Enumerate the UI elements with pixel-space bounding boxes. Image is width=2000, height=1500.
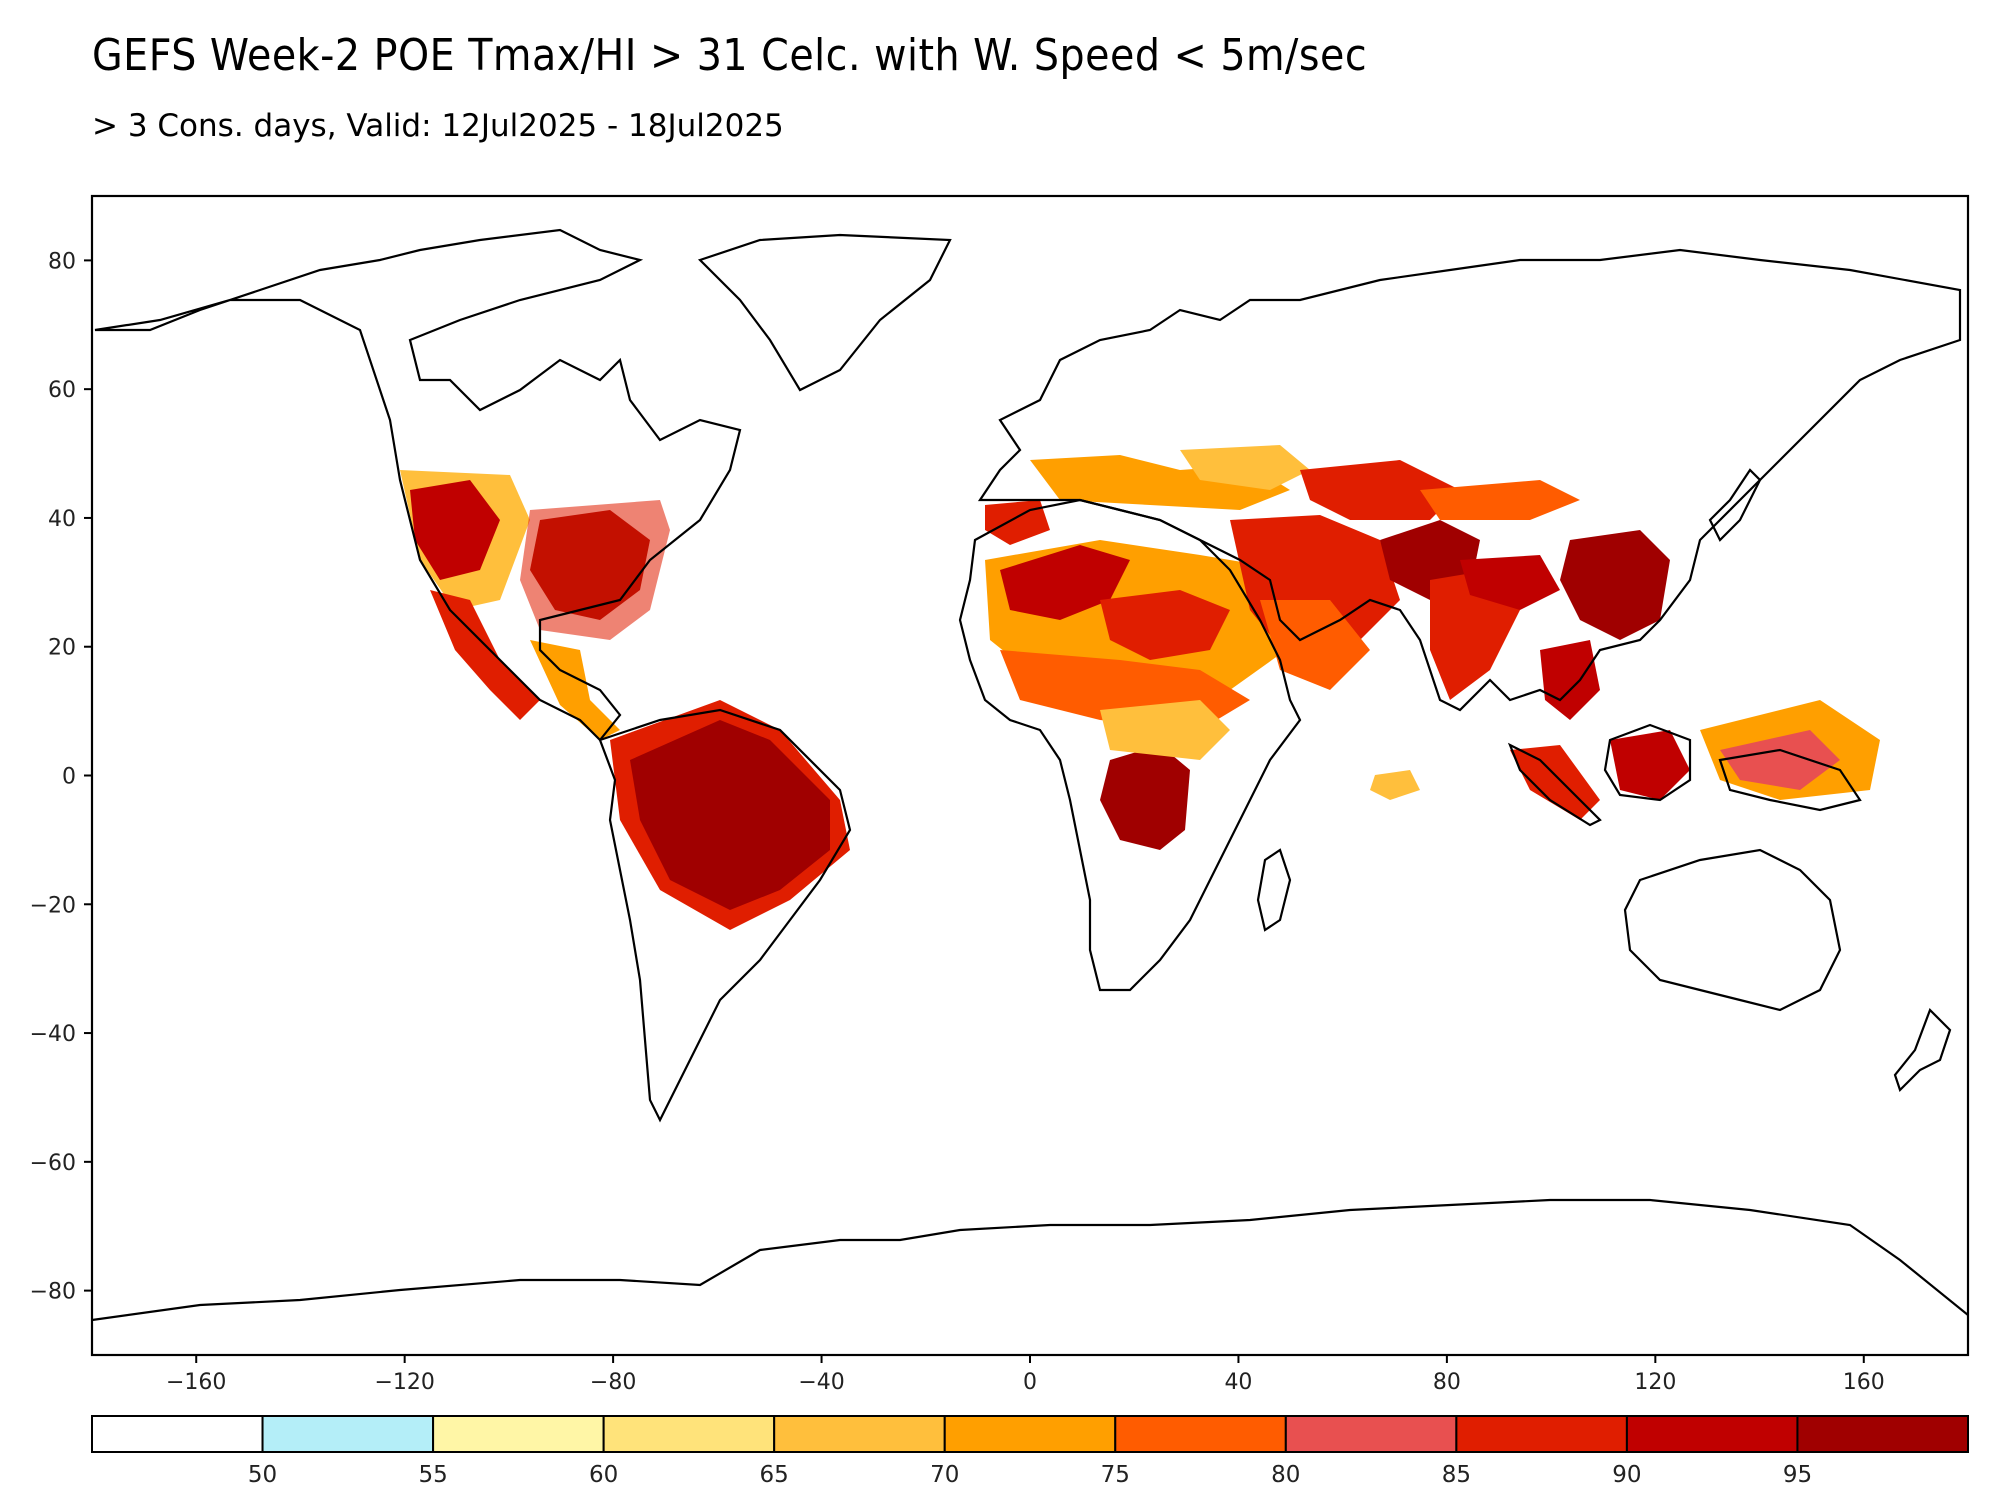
colorbar-swatch (773, 1415, 946, 1453)
heat-region-borneo (1610, 730, 1690, 800)
map-subtitle: > 3 Cons. days, Valid: 12Jul2025 - 18Jul… (92, 108, 784, 144)
coast-new-guinea (1718, 748, 1862, 812)
heat-region-us-southwest-core (410, 480, 500, 580)
heat-region-indochina (1540, 640, 1600, 720)
lon-tick-label: 120 (1634, 1370, 1676, 1395)
colorbar: 50 55 60 65 70 75 80 85 90 95 (91, 1415, 1970, 1488)
heat-region-tibet-north (1420, 480, 1580, 520)
colorbar-label: 50 (248, 1462, 277, 1488)
heat-region-new-guinea-core (1720, 730, 1840, 790)
colorbar-swatch (1796, 1415, 1970, 1453)
heat-region-mexico (430, 590, 540, 720)
colorbar-swatch (602, 1415, 776, 1453)
colorbar-label: 95 (1783, 1462, 1812, 1488)
coast-japan (1708, 468, 1762, 542)
coast-madagascar (1256, 848, 1292, 932)
heat-region-central-africa (1100, 700, 1230, 760)
heat-region-china (1560, 530, 1670, 640)
colorbar-label: 65 (760, 1462, 789, 1488)
colorbar-swatch (1284, 1415, 1458, 1453)
heat-region-iberia (985, 500, 1050, 545)
colorbar-label: 75 (1101, 1462, 1130, 1488)
heat-region-us-southeast-edge (520, 500, 670, 640)
colorbar-label: 60 (589, 1462, 618, 1488)
lat-tick-label: 80 (48, 249, 76, 274)
colorbar-label: 85 (1442, 1462, 1471, 1488)
lon-tick-label: 40 (1224, 1370, 1252, 1395)
colorbar-swatch (1625, 1415, 1799, 1453)
colorbar-label: 80 (1271, 1462, 1300, 1488)
heat-region-ganges (1460, 555, 1560, 610)
heat-region-amazon-core (630, 720, 830, 910)
coast-north-america (94, 228, 742, 742)
colorbar-swatch (943, 1415, 1117, 1453)
latitude-axis: 80 60 40 20 0 −20 −40 −60 −80 (30, 249, 92, 1305)
colorbar-swatch (261, 1415, 435, 1453)
colorbar-label: 55 (418, 1462, 447, 1488)
coast-borneo (1603, 723, 1692, 802)
heat-region-arabia (1260, 600, 1370, 690)
colorbar-label: 90 (1612, 1462, 1641, 1488)
lat-tick-label: −60 (30, 1151, 76, 1176)
lat-tick-label: 0 (62, 765, 76, 790)
heat-region-black-sea (1180, 445, 1310, 490)
heat-region-central-america (530, 640, 620, 740)
lon-tick-label: −80 (590, 1370, 636, 1395)
colorbar-label: 70 (930, 1462, 959, 1488)
heat-region-sahel-east (1100, 590, 1230, 660)
lat-tick-label: −40 (30, 1022, 76, 1047)
heat-shading (400, 445, 1880, 930)
colorbar-swatch (1114, 1415, 1287, 1453)
colorbar-swatch (91, 1415, 264, 1453)
coast-south-america (598, 708, 852, 1123)
heat-region-central-asia (1300, 460, 1460, 520)
lon-tick-label: −160 (166, 1370, 226, 1395)
coast-antarctica (92, 1198, 1968, 1322)
colorbar-swatch (432, 1415, 605, 1453)
heat-region-indian-ocean (1370, 770, 1420, 800)
coast-greenland (697, 233, 952, 392)
lon-tick-label: −40 (798, 1370, 844, 1395)
map-title: GEFS Week-2 POE Tmax/HI > 31 Celc. with … (92, 30, 1368, 81)
lon-tick-label: 0 (1023, 1370, 1037, 1395)
coast-eurasia (977, 248, 1962, 712)
heat-region-sahara-core (1000, 545, 1130, 620)
lat-tick-label: −80 (30, 1280, 76, 1305)
heat-region-sumatra (1510, 745, 1600, 820)
lon-tick-label: 160 (1843, 1370, 1885, 1395)
coastlines (92, 228, 1968, 1322)
lat-tick-label: 20 (48, 636, 76, 661)
lat-tick-label: 40 (48, 507, 76, 532)
lat-tick-label: −20 (30, 893, 76, 918)
lat-tick-label: 60 (48, 378, 76, 403)
lon-tick-label: 80 (1433, 1370, 1461, 1395)
longitude-axis: −160 −120 −80 −40 0 40 80 120 160 (166, 1355, 1885, 1395)
coast-australia (1623, 848, 1842, 1012)
heat-region-congo (1100, 745, 1190, 850)
coast-new-zealand (1893, 1008, 1952, 1093)
coast-sumatra (1507, 742, 1602, 827)
lon-tick-label: −120 (374, 1370, 434, 1395)
colorbar-swatch (1455, 1415, 1628, 1453)
